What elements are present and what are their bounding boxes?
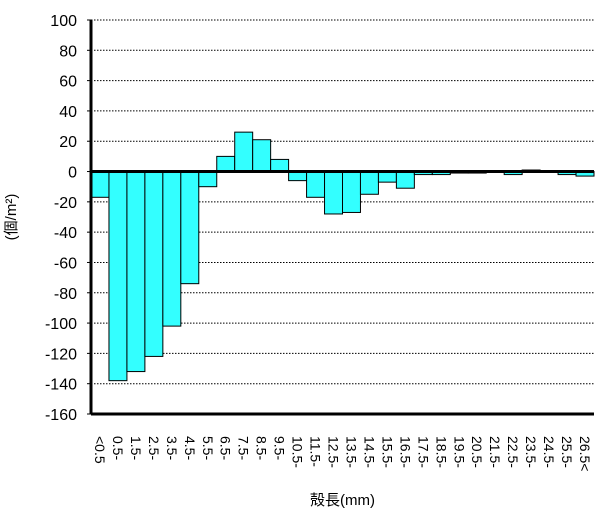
bar (359, 171, 379, 195)
y-tick-label: -60 (54, 255, 77, 272)
y-tick-label: 100 (50, 13, 77, 30)
y-tick-label: -140 (45, 377, 77, 394)
bar (252, 139, 272, 173)
x-tick-label: 13.5- (343, 436, 359, 468)
x-tick-label: 10.5- (290, 436, 306, 468)
bar (270, 158, 290, 173)
x-tick-label: <0.5 (92, 436, 108, 464)
x-tick-label: 4.5- (182, 436, 198, 460)
y-tick-label: -120 (45, 346, 77, 363)
bar (180, 171, 200, 285)
x-tick-label: 15.5- (379, 436, 395, 468)
x-tick-label: 3.5- (164, 436, 180, 460)
x-axis-ticks: <0.5 0.5- 1.5- 2.5- 3.5- 4.5- 5.5- 6.5- 7.5- 8.5-… (92, 436, 593, 471)
x-tick-label: 22.5- (505, 436, 521, 468)
x-tick-label: 11.5- (308, 436, 324, 467)
y-tick-label: 60 (59, 74, 77, 91)
y-tick-label: 40 (59, 104, 77, 121)
y-tick-label: -100 (45, 316, 77, 333)
x-tick-label: 12.5- (326, 436, 342, 468)
x-tick-label: 8.5- (254, 436, 270, 460)
bar (90, 171, 110, 198)
y-axis-ticks: 100 80 60 40 20 0 -20 -40 -60 -80 -100 -120 -140 -160 (45, 13, 91, 424)
x-tick-label: 7.5- (236, 436, 252, 460)
y-axis-label: (個/m²) (3, 194, 20, 241)
y-tick-label: -80 (54, 286, 77, 303)
x-tick-label: 25.5- (559, 436, 575, 468)
bar (108, 171, 128, 382)
y-tick-label: 0 (68, 165, 77, 182)
bar (395, 171, 415, 189)
x-tick-label: 6.5- (218, 436, 234, 460)
bar (198, 171, 218, 188)
x-tick-label: 18.5- (433, 436, 449, 468)
x-tick-label: 21.5- (487, 436, 503, 468)
x-tick-label: 23.5- (523, 436, 539, 468)
bar (126, 171, 146, 373)
y-tick-label: 80 (59, 43, 77, 60)
y-tick-label: -20 (54, 195, 77, 212)
x-tick-label: 20.5- (469, 436, 485, 468)
bars (90, 131, 595, 382)
x-tick-label: 16.5- (397, 436, 413, 468)
x-tick-label: 1.5- (128, 436, 144, 460)
x-tick-label: 19.5- (451, 436, 467, 468)
x-tick-label: 5.5- (200, 436, 216, 460)
x-axis-label: 殻長(mm) (310, 492, 375, 509)
y-tick-label: 20 (59, 134, 77, 151)
y-tick-label: -160 (45, 407, 77, 424)
bar (216, 155, 236, 173)
bar (324, 171, 343, 215)
x-tick-label: 14.5- (361, 436, 377, 468)
bar (377, 171, 397, 183)
x-tick-label: 26.5< (577, 436, 593, 471)
bar (162, 171, 182, 327)
y-tick-label: -40 (54, 225, 77, 242)
x-tick-label: 0.5- (110, 436, 126, 460)
x-tick-label: 24.5- (541, 436, 557, 468)
bar (144, 171, 164, 357)
bar (342, 171, 361, 213)
bar (234, 131, 254, 173)
x-tick-label: 17.5- (415, 436, 431, 468)
x-tick-label: 2.5- (146, 436, 162, 460)
bar (306, 171, 326, 198)
x-tick-label: 9.5- (272, 436, 288, 460)
